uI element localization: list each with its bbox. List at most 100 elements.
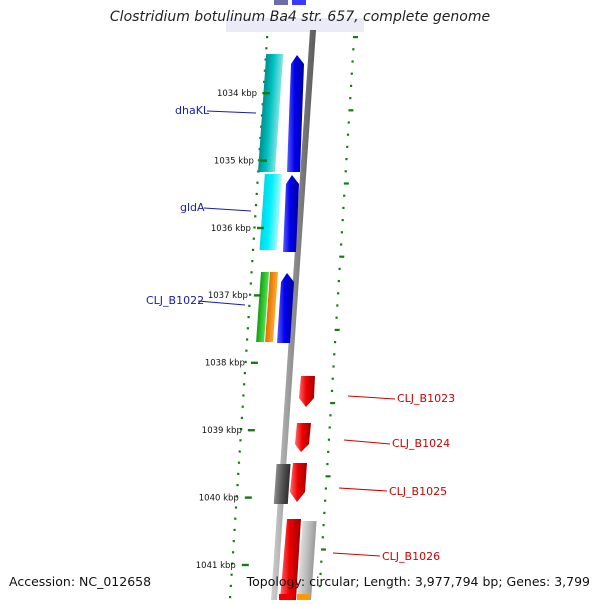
label-CLJ_B1022[interactable]: CLJ_B1022 bbox=[146, 294, 204, 307]
gc-dot bbox=[243, 383, 246, 386]
gc-dot bbox=[231, 551, 235, 554]
gc-dot bbox=[263, 69, 266, 72]
feature-CLJ_B1022-cog-green[interactable] bbox=[256, 272, 269, 342]
cds-arrow-CLJ_B1022[interactable] bbox=[277, 273, 294, 343]
gc-dot bbox=[333, 353, 336, 356]
gc-dot bbox=[241, 405, 244, 408]
tick-label: 1037 kbp bbox=[208, 291, 248, 301]
label-line-gldA bbox=[203, 207, 252, 212]
label-line-CLJ_B1026 bbox=[332, 552, 381, 557]
label-line-dhaKL bbox=[206, 110, 257, 114]
gc-dot bbox=[260, 114, 264, 117]
gc-dot bbox=[332, 365, 335, 368]
gc-dot bbox=[321, 536, 324, 539]
label-CLJ_B1024[interactable]: CLJ_B1024 bbox=[392, 437, 450, 450]
gc-dot bbox=[333, 341, 337, 344]
gc-dot bbox=[249, 282, 252, 285]
gc-dot bbox=[237, 461, 241, 464]
gc-dot bbox=[330, 402, 336, 405]
gc-dot bbox=[319, 572, 322, 575]
reverse-cds-track bbox=[273, 376, 317, 600]
gc-dot bbox=[338, 267, 341, 270]
gc-dot bbox=[336, 292, 340, 295]
feature-gldA-cog[interactable] bbox=[259, 174, 282, 250]
gc-dot bbox=[256, 181, 259, 184]
tick-mark bbox=[244, 496, 252, 499]
cds-arrow-CLJ_B1023[interactable] bbox=[299, 376, 315, 407]
cds-arrow-CLJ_B1024[interactable] bbox=[295, 423, 311, 452]
gc-dot bbox=[254, 215, 257, 218]
gc-dot bbox=[353, 36, 358, 39]
gc-dot bbox=[349, 84, 353, 87]
gc-dot bbox=[251, 248, 255, 251]
gc-dot bbox=[335, 316, 338, 319]
gc-dot bbox=[246, 338, 249, 341]
gc-dot bbox=[345, 158, 348, 161]
top-fragment-features bbox=[226, 0, 364, 32]
gc-dot bbox=[263, 80, 266, 83]
tick-mark bbox=[259, 159, 267, 162]
gc-dot bbox=[243, 372, 246, 375]
cog-CLJ_B1026[interactable] bbox=[297, 521, 317, 600]
gc-dot bbox=[326, 463, 329, 466]
label-CLJ_B1025[interactable]: CLJ_B1025 bbox=[389, 485, 447, 498]
gc-dot bbox=[342, 206, 345, 209]
gc-dot bbox=[324, 487, 327, 490]
label-gldA[interactable]: gldA bbox=[180, 201, 205, 214]
gc-dot bbox=[248, 304, 251, 307]
tick-mark bbox=[263, 92, 270, 95]
cog-feature-track bbox=[256, 54, 284, 342]
gc-dot bbox=[349, 97, 352, 100]
cog-CLJ_B1025[interactable] bbox=[273, 464, 291, 504]
label-line-CLJ_B1022 bbox=[197, 300, 246, 306]
gc-dot bbox=[341, 219, 344, 222]
label-CLJ_B1026[interactable]: CLJ_B1026 bbox=[382, 550, 440, 563]
gc-dot bbox=[320, 560, 323, 563]
kbp-scale: 1034 kbp 1035 kbp 1036 kbp 1037 kbp 1038 kbp… bbox=[196, 89, 270, 571]
gc-dot bbox=[245, 349, 248, 352]
gc-dot bbox=[340, 231, 343, 234]
gc-dot bbox=[239, 439, 242, 442]
forward-feature-labels: dhaKL gldA CLJ_B1022 bbox=[146, 104, 257, 307]
gc-dot bbox=[250, 271, 253, 274]
gc-dot bbox=[255, 192, 258, 195]
gc-dot bbox=[323, 511, 326, 514]
gc-dot bbox=[238, 450, 241, 453]
gc-dot bbox=[248, 293, 252, 296]
label-CLJ_B1023[interactable]: CLJ_B1023 bbox=[397, 392, 455, 405]
gc-dot bbox=[327, 438, 331, 441]
gc-dot bbox=[343, 182, 349, 185]
feature-dhaKL-cog[interactable] bbox=[257, 54, 284, 172]
gc-dot bbox=[240, 416, 244, 419]
gc-dot bbox=[264, 58, 267, 61]
cds-arrow-CLJ_B1025[interactable] bbox=[290, 463, 307, 502]
gc-dot bbox=[233, 528, 236, 531]
gc-dot bbox=[235, 495, 238, 498]
tick-mark bbox=[253, 294, 261, 297]
gc-dot bbox=[229, 596, 232, 599]
tick-mark bbox=[241, 563, 249, 567]
cds-arrow-dhaKL[interactable] bbox=[287, 55, 304, 172]
cds-CLJ_B1026[interactable] bbox=[280, 519, 301, 600]
gc-dot bbox=[236, 484, 239, 487]
gc-dot bbox=[252, 237, 255, 240]
gc-dot bbox=[318, 585, 321, 588]
gc-dot bbox=[322, 524, 325, 527]
gc-dot bbox=[253, 226, 256, 229]
gc-dot bbox=[327, 450, 330, 453]
tick-label: 1039 kbp bbox=[202, 426, 242, 436]
tick-label: 1036 kbp bbox=[211, 224, 251, 234]
feature-CLJ_B1022-cog-orange[interactable] bbox=[265, 272, 278, 342]
gc-dot bbox=[339, 255, 345, 258]
gc-dot bbox=[261, 103, 264, 106]
label-dhaKL[interactable]: dhaKL bbox=[175, 104, 210, 117]
tick-mark bbox=[256, 226, 264, 230]
genome-title: Clostridium botulinum Ba4 str. 657, comp… bbox=[109, 9, 491, 25]
gc-dot bbox=[325, 475, 331, 478]
gc-skew-track-outer bbox=[318, 36, 358, 588]
cds-arrow-gldA[interactable] bbox=[283, 175, 299, 252]
gc-dot bbox=[330, 389, 334, 392]
gc-dot bbox=[266, 36, 269, 39]
